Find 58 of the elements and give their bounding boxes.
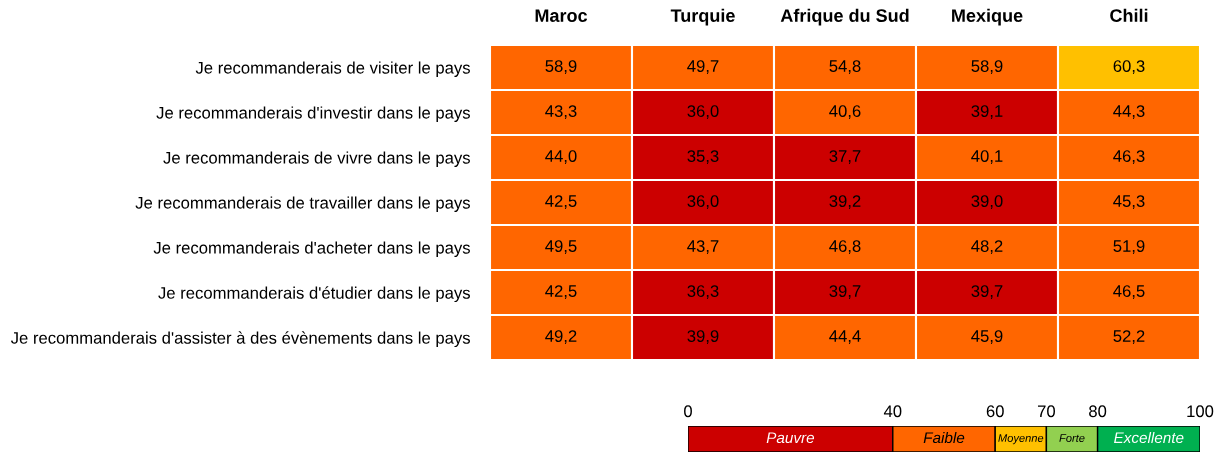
color-bar-label: 40 bbox=[883, 405, 902, 418]
text: Excellente bbox=[1114, 431, 1184, 444]
color-bar-label: 100 bbox=[1187, 405, 1214, 418]
x-tick-label: Maroc bbox=[535, 9, 588, 22]
data-label: 45,3 bbox=[1113, 195, 1145, 209]
y-tick-label: Je recommanderais d'étudier dans le pays bbox=[158, 286, 470, 303]
data-label: 54,8 bbox=[829, 60, 861, 74]
data-label: 36,0 bbox=[687, 105, 719, 119]
data-label: 58,9 bbox=[971, 60, 1003, 74]
text: Pauvre bbox=[766, 432, 815, 444]
text: Faible bbox=[923, 431, 965, 444]
x-tick-label: Chili bbox=[1110, 8, 1148, 22]
data-label: 39,9 bbox=[687, 330, 719, 344]
data-label: 42,5 bbox=[545, 195, 577, 209]
data-label: 52,2 bbox=[1113, 330, 1145, 344]
data-label: 49,5 bbox=[545, 240, 577, 254]
data-label: 39,7 bbox=[971, 285, 1003, 299]
y-tick-label: Je recommanderais d'investir dans le pays bbox=[156, 106, 470, 122]
data-label: 48,2 bbox=[971, 240, 1003, 254]
data-label: 36,0 bbox=[687, 195, 719, 209]
data-label: 35,3 bbox=[687, 150, 719, 164]
y-tick-label: Je recommanderais de vivre dans le pays bbox=[163, 151, 470, 167]
data-label: 58,9 bbox=[545, 60, 577, 74]
data-label: 40,6 bbox=[829, 105, 861, 119]
data-label: 39,7 bbox=[829, 285, 861, 299]
y-tick-label: Je recommanderais de travailler dans le pays bbox=[135, 196, 470, 212]
y-tick-label: Je recommanderais d'acheter dans le pays bbox=[153, 241, 470, 257]
data-label: 46,3 bbox=[1113, 150, 1145, 164]
x-tick-label: Mexique bbox=[952, 8, 1023, 26]
data-label: 39,0 bbox=[971, 195, 1003, 209]
x-tick-label: Afrique du Sud bbox=[780, 8, 909, 26]
data-label: 46,8 bbox=[829, 240, 861, 254]
data-label: 60,3 bbox=[1113, 60, 1145, 74]
y-tick-label: Je recommanderais d'assister à des évènements dans le pays bbox=[10, 331, 470, 348]
x-tick-label: Turquie bbox=[670, 8, 735, 26]
color-bar-label: 60 bbox=[986, 405, 1004, 418]
data-label: 43,7 bbox=[687, 240, 719, 254]
color-bar-label: 0 bbox=[684, 405, 692, 418]
data-label: 39,1 bbox=[971, 105, 1003, 119]
data-label: 36,3 bbox=[687, 285, 719, 299]
data-label: 49,7 bbox=[687, 60, 719, 74]
data-label: 49,2 bbox=[545, 330, 577, 344]
data-label: 39,2 bbox=[829, 195, 861, 209]
data-label: 45,9 bbox=[971, 330, 1003, 344]
color-bar-label: 70 bbox=[1037, 405, 1056, 418]
data-label: 44,4 bbox=[829, 330, 861, 344]
text: Moyenne bbox=[998, 434, 1044, 445]
data-label: 44,3 bbox=[1113, 105, 1145, 119]
text: Forte bbox=[1059, 434, 1085, 442]
data-label: 42,5 bbox=[545, 285, 577, 299]
y-tick-label: Je recommanderais de visiter le pays bbox=[195, 61, 470, 77]
data-label: 51,9 bbox=[1113, 240, 1145, 254]
data-label: 40,1 bbox=[971, 150, 1003, 164]
data-label: 37,7 bbox=[829, 150, 861, 164]
data-label: 43,3 bbox=[545, 105, 577, 119]
data-label: 46,5 bbox=[1113, 285, 1145, 299]
color-bar-label: 80 bbox=[1089, 405, 1107, 418]
data-label: 44,0 bbox=[545, 150, 577, 164]
